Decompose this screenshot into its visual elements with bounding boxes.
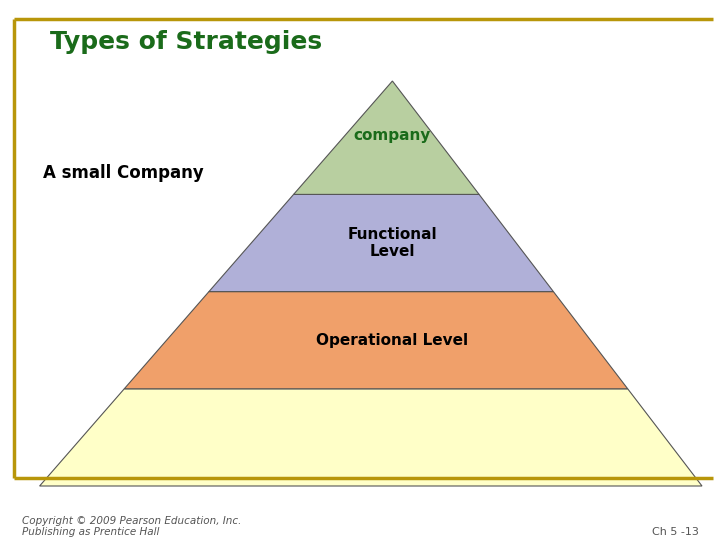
Text: Functional
Level: Functional Level [348, 227, 437, 259]
Text: Ch 5 -13: Ch 5 -13 [652, 527, 698, 537]
Text: company: company [354, 128, 431, 143]
Text: A small Company: A small Company [43, 164, 204, 182]
Polygon shape [209, 194, 554, 292]
Polygon shape [40, 389, 702, 486]
Polygon shape [125, 292, 628, 389]
Polygon shape [294, 81, 479, 194]
Text: Operational Level: Operational Level [316, 333, 469, 348]
Text: Types of Strategies: Types of Strategies [50, 30, 323, 53]
Text: Copyright © 2009 Pearson Education, Inc.
Publishing as Prentice Hall: Copyright © 2009 Pearson Education, Inc.… [22, 516, 241, 537]
